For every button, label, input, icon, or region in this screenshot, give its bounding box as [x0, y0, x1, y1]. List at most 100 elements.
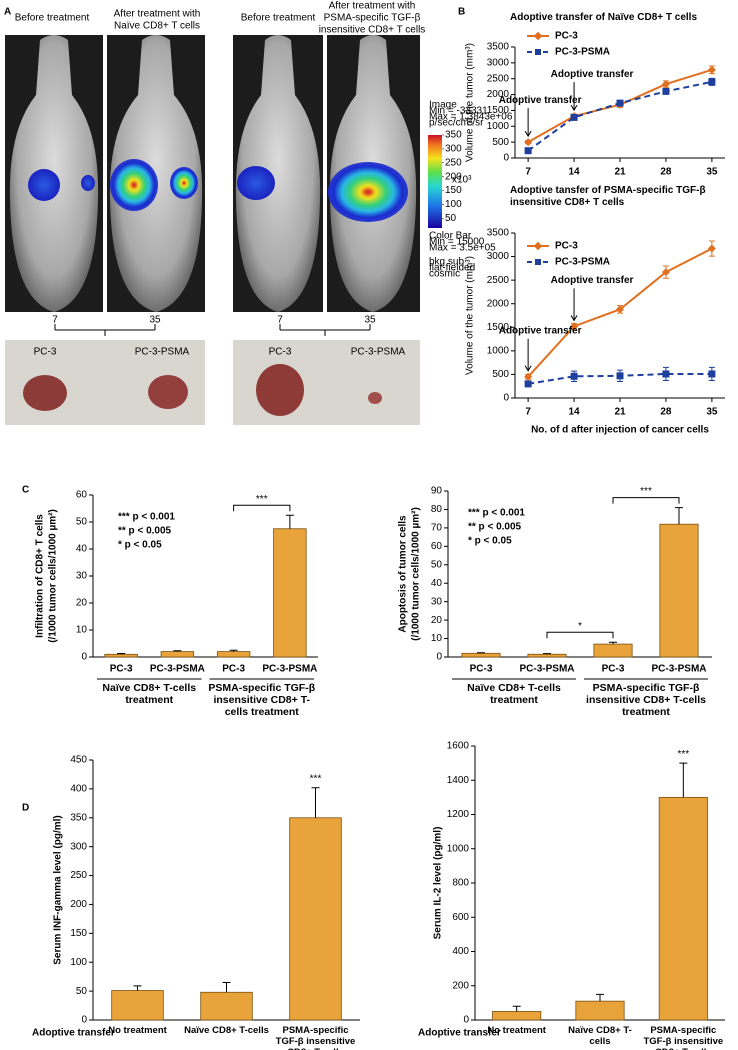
y-tick-label: 200 [452, 980, 469, 991]
error-bar [596, 993, 604, 1002]
bar [273, 528, 307, 658]
bar [461, 652, 501, 658]
panel-label: D [22, 803, 29, 814]
y-tick-label: 200 [70, 899, 87, 910]
point [616, 99, 624, 107]
p-value-note: ** p < 0.005 [468, 522, 522, 533]
y-tick-label: 1000 [487, 345, 510, 356]
x-tick-label: PC-3-PSMA [519, 664, 574, 675]
error-bar [173, 650, 182, 652]
y-tick-label: 1000 [447, 843, 470, 854]
x-tick-label: 28 [660, 407, 672, 418]
y-tick-label: 0 [463, 1015, 469, 1026]
group-label: PSMA-specific TGF-β insensitive CD8+ T-c… [586, 682, 706, 719]
x-tick-label: PSMA-specific TGF-β insensitive CD8+ T-c… [275, 1026, 356, 1050]
y-tick-label: 80 [431, 504, 443, 515]
x-tick-label: PC-3-PSMA [651, 664, 706, 675]
p-value-note: * p < 0.05 [468, 536, 512, 547]
bar [492, 1011, 542, 1021]
image-label: After treatment with [114, 9, 201, 20]
y-tick-label: 450 [70, 755, 87, 766]
y-axis-label: Volume of the tumor (mm³) [465, 256, 476, 375]
point [524, 147, 532, 155]
x-tick-label: 35 [706, 167, 718, 178]
series-line [527, 80, 713, 152]
point [524, 138, 533, 147]
panel-a-images [5, 35, 442, 425]
day-label: 35 [149, 315, 161, 326]
day-label: 7 [277, 315, 283, 326]
group-label: Naïve CD8+ T-cells treatment [102, 682, 197, 707]
x-tick-label: PC-3 [110, 664, 133, 675]
colorbar-info: Max = 3.5e+05 [429, 243, 496, 254]
colorbar-tick-label: 300 [445, 144, 462, 155]
error-bar [477, 652, 485, 654]
bar [593, 643, 633, 658]
x-axis-label: Adoptive transfer [32, 1028, 115, 1039]
point [570, 113, 578, 121]
y-tick-label: 3500 [487, 228, 510, 239]
point [662, 370, 670, 378]
y-tick-label: 90 [431, 486, 443, 497]
bar [160, 651, 195, 658]
signal [28, 169, 60, 201]
y-tick-label: 1600 [447, 741, 470, 752]
tumor-label: PC-3 [34, 347, 57, 358]
point [708, 370, 716, 378]
signal [170, 167, 198, 199]
x-tick-label-box: PSMA-specific TGF-β insensitive CD8+ T-c… [643, 1026, 723, 1050]
x-tick-label: PC-3 [470, 664, 493, 675]
y-tick-label: 400 [452, 946, 469, 957]
point [570, 322, 579, 331]
panel-label: B [458, 7, 465, 18]
significance-bracket [612, 497, 680, 504]
y-tick-label: 10 [431, 633, 443, 644]
p-value-note: *** p < 0.001 [468, 508, 525, 519]
bar-label: *** [677, 749, 689, 760]
y-tick-label: 0 [436, 652, 442, 663]
x-tick-label-box: PSMA-specific TGF-β insensitive CD8+ T-c… [275, 1026, 356, 1050]
error-bar [133, 985, 142, 991]
colorbar-tick-label: 200 [445, 171, 462, 182]
x-tick-label: 14 [569, 407, 581, 418]
signal [237, 166, 275, 200]
p-value-note: *** p < 0.001 [118, 512, 175, 523]
day-label: 35 [364, 315, 376, 326]
legend-marker [535, 49, 541, 55]
y-tick-label: 2000 [487, 298, 510, 309]
colorbar-tick-label: 100 [445, 199, 462, 210]
y-tick-label: 0 [503, 153, 509, 164]
y-tick-label: 40 [431, 578, 443, 589]
y-tick-label: 50 [431, 559, 443, 570]
x-tick-label: PC-3 [602, 664, 625, 675]
y-tick-label: 300 [70, 841, 87, 852]
colorbar-info: Max = 1.3843e+06 [429, 112, 513, 123]
tumor-label: PC-3-PSMA [351, 347, 406, 358]
y-tick-label: 2500 [487, 73, 510, 84]
legend-label: PC-3-PSMA [555, 257, 610, 268]
y-axis-label: Serum IL-2 level (pg/ml) [433, 827, 444, 940]
bar [200, 991, 253, 1021]
error-bar [229, 649, 238, 652]
group-label-box: Naïve CD8+ T-cells treatment [467, 682, 561, 706]
x-tick-label-box: Naïve CD8+ T-cells [184, 1026, 269, 1036]
panel-label: C [22, 485, 29, 496]
bar [216, 651, 251, 658]
signal [81, 175, 95, 191]
x-tick-label: Naïve CD8+ T-cells [184, 1026, 269, 1036]
y-tick-label: 350 [70, 812, 87, 823]
y-axis-label: Infiltration of CD8+ T cells [35, 514, 46, 638]
day-label: 7 [52, 315, 58, 326]
point [616, 305, 624, 314]
x-tick-label: No treatment [487, 1026, 546, 1036]
image-label: PSMA-specific TGF-β [324, 13, 421, 24]
legend-label: PC-3 [555, 31, 578, 42]
y-tick-label: 400 [70, 784, 87, 795]
image-label: After treatment with [329, 1, 416, 12]
colorbar-tick-label: 150 [445, 185, 462, 196]
y-tick-label: 100 [70, 957, 87, 968]
significance-bracket [233, 504, 291, 512]
bar [104, 653, 138, 658]
y-axis-label: (/1000 tumor cells/1000 µm²) [411, 507, 422, 641]
x-tick-label: 7 [525, 407, 531, 418]
